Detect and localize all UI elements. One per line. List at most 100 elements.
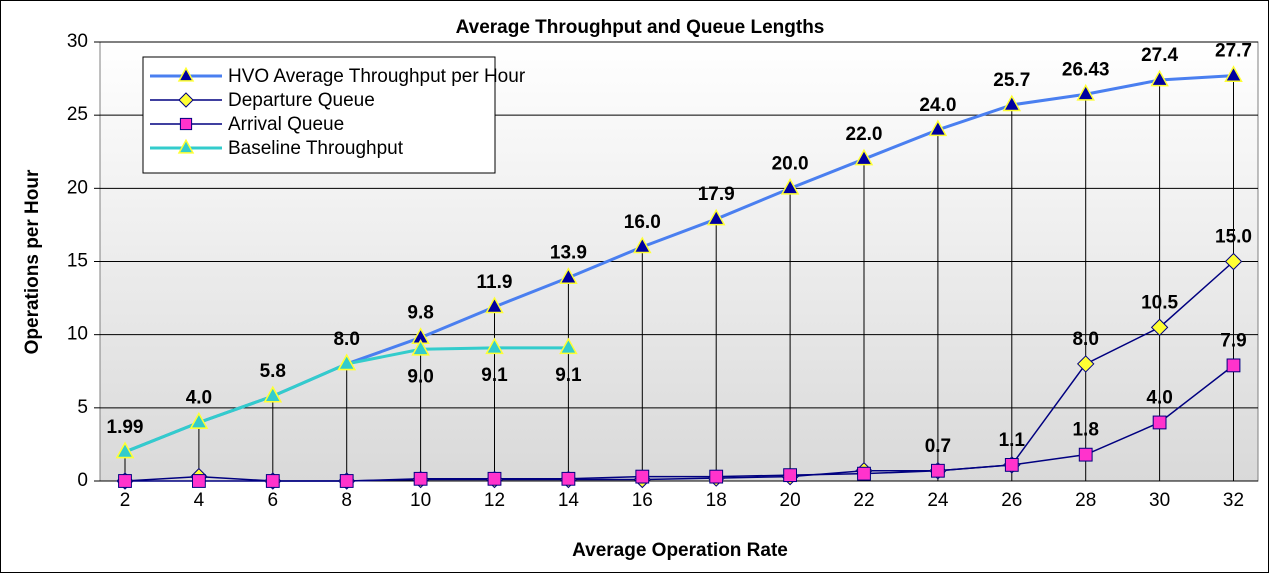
marker	[339, 474, 354, 488]
x-tick-label: 10	[410, 490, 431, 511]
x-tick-label: 14	[558, 490, 580, 511]
data-label: 1.8	[1072, 420, 1098, 441]
y-tick-label: 15	[67, 251, 88, 272]
data-label: 4.0	[186, 387, 212, 408]
x-tick-label: 20	[780, 490, 801, 511]
x-tick-label: 12	[484, 490, 505, 511]
marker	[1078, 447, 1093, 462]
marker	[854, 148, 874, 166]
marker	[559, 337, 578, 355]
data-label: 9.1	[555, 365, 582, 386]
x-tick-label: 2	[120, 490, 131, 511]
data-label: 15.0	[1215, 227, 1252, 248]
data-label: 16.0	[624, 212, 661, 233]
data-label: 20.0	[772, 153, 809, 174]
y-tick-label: 25	[67, 104, 88, 125]
x-tick-label: 4	[194, 490, 205, 511]
legend-label: Baseline Throughput	[228, 138, 404, 159]
y-tick-label: 30	[67, 31, 88, 52]
x-tick-label: 22	[853, 490, 874, 511]
marker	[561, 471, 576, 486]
marker	[115, 441, 135, 459]
marker	[780, 177, 800, 195]
x-tick-label: 26	[1001, 490, 1022, 511]
marker	[265, 474, 280, 488]
data-label: 24.0	[919, 95, 956, 116]
marker	[928, 119, 948, 137]
data-label: 9.8	[407, 303, 433, 324]
marker	[177, 66, 195, 82]
data-label: 11.9	[477, 272, 513, 293]
legend: HVO Average Throughput per Hour Departure…	[142, 56, 526, 174]
chart-title: Average Throughput and Queue Lengths	[456, 17, 825, 38]
data-label: 1.99	[107, 417, 144, 438]
data-label: 10.5	[1141, 292, 1178, 313]
marker	[1150, 69, 1169, 87]
legend-label: HVO Average Throughput per Hour	[228, 66, 526, 87]
x-tick-label: 28	[1075, 490, 1096, 511]
marker	[178, 92, 194, 108]
marker	[1002, 94, 1022, 112]
marker	[413, 471, 428, 486]
marker	[485, 337, 504, 355]
x-tick-label: 24	[927, 490, 949, 511]
legend-label: Arrival Queue	[228, 114, 344, 135]
marker	[118, 474, 132, 488]
x-tick-label: 16	[632, 490, 653, 511]
data-label: 27.4	[1141, 45, 1178, 66]
legend-label: Departure Queue	[228, 90, 375, 111]
y-tick-label: 10	[67, 324, 88, 345]
y-tick-label: 5	[77, 397, 88, 418]
x-tick-label: 30	[1149, 490, 1170, 511]
data-label: 9.0	[407, 366, 433, 387]
data-label: 25.7	[993, 70, 1030, 91]
marker	[1076, 355, 1095, 373]
marker	[1150, 318, 1169, 337]
x-axis-title: Average Operation Rate	[572, 540, 788, 561]
data-label: 9.1	[481, 365, 508, 386]
marker	[263, 385, 283, 403]
data-label: 17.9	[698, 184, 735, 205]
x-tick-label: 6	[268, 490, 279, 511]
marker	[635, 469, 650, 484]
marker	[706, 208, 726, 226]
marker	[485, 296, 504, 314]
marker	[411, 338, 430, 356]
data-label: 0.7	[925, 436, 951, 457]
data-label: 4.0	[1146, 387, 1172, 408]
marker	[559, 267, 578, 284]
x-tick-label: 32	[1223, 490, 1244, 511]
data-label: 27.7	[1215, 41, 1252, 62]
marker	[1226, 358, 1241, 373]
y-axis-title: Operations per Hour	[22, 169, 43, 354]
y-tick-label: 0	[77, 470, 88, 491]
marker	[1152, 415, 1167, 430]
data-label: 8.0	[333, 329, 359, 350]
marker	[633, 236, 652, 254]
series-line	[125, 364, 1234, 482]
marker	[783, 468, 798, 483]
marker	[857, 466, 871, 481]
marker	[192, 474, 206, 488]
marker	[487, 471, 502, 486]
marker	[1004, 458, 1019, 472]
marker	[709, 469, 724, 484]
data-label: 1.1	[999, 430, 1026, 451]
marker	[1076, 83, 1095, 101]
marker	[189, 412, 209, 429]
x-tick-label: 8	[341, 490, 352, 511]
marker	[1224, 65, 1243, 83]
x-tick-label: 18	[706, 490, 727, 511]
marker	[337, 353, 356, 371]
data-label: 22.0	[846, 124, 883, 145]
data-label: 5.8	[260, 361, 286, 382]
data-label: 26.43	[1062, 59, 1110, 80]
data-label: 8.0	[1072, 329, 1098, 350]
marker	[177, 138, 195, 154]
marker	[931, 463, 945, 478]
y-tick-label: 20	[67, 177, 88, 198]
marker	[179, 117, 193, 131]
marker	[1224, 252, 1243, 271]
data-label: 13.9	[550, 243, 587, 264]
